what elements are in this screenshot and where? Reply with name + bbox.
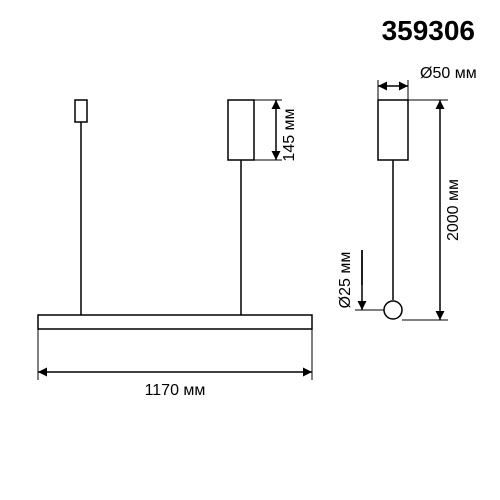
canopy-dia-label: Ø50 мм	[420, 65, 477, 82]
left-mount	[75, 100, 87, 122]
fixture-bar	[38, 315, 312, 329]
technical-drawing: 359306 145 мм 1170 мм Ø50 мм Ø25 мм 2000…	[0, 0, 500, 500]
detail-canopy	[378, 100, 408, 160]
main-canopy	[228, 100, 254, 160]
width-label: 1170 мм	[145, 382, 206, 399]
cable-length-label: 2000 мм	[445, 179, 462, 241]
canopy-height-label: 145 мм	[281, 108, 298, 161]
product-code: 359306	[382, 15, 475, 46]
detail-connector	[384, 301, 402, 319]
connector-dia-label: Ø25 мм	[337, 252, 354, 309]
